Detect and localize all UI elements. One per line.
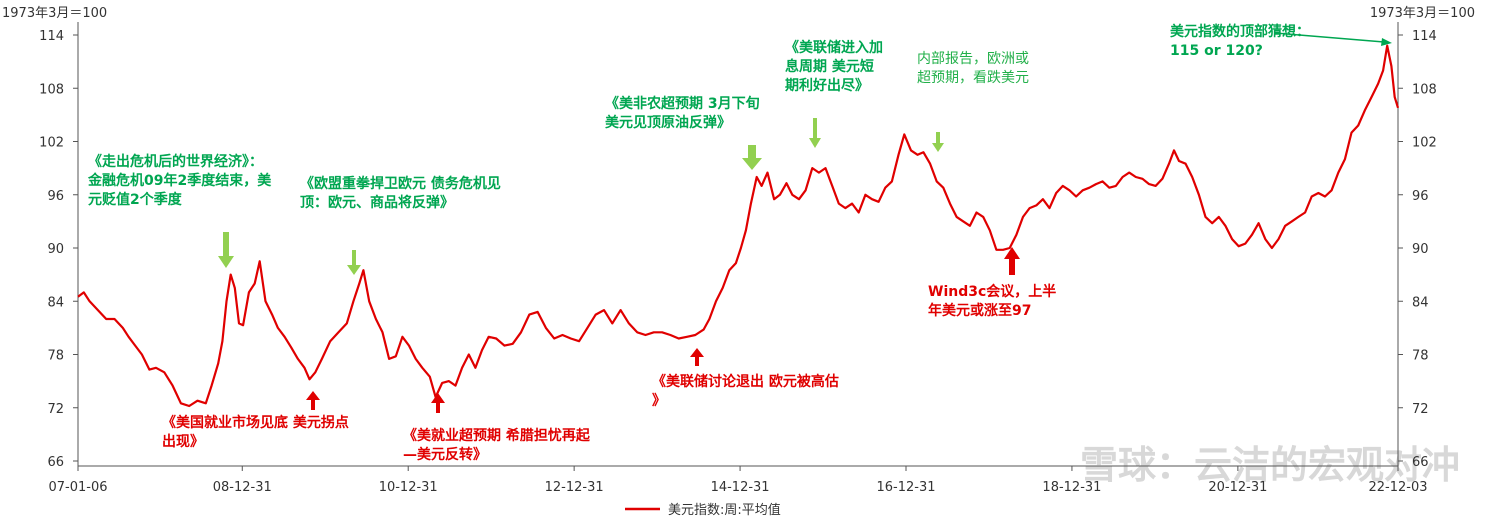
annotation-line: 期利好出尽》 (785, 77, 869, 94)
y-tick-label-right: 114 (1412, 29, 1437, 44)
x-tick-label: 22-12-03 (1368, 480, 1427, 495)
legend-label: 美元指数:周:平均值 (668, 502, 781, 518)
y-tick-label-left: 78 (47, 349, 64, 364)
watermark: 雪球：云洁的宏观对冲 (1080, 443, 1460, 487)
annotation-line: 息周期 美元短 (785, 58, 874, 75)
unit-right: 1973年3月＝100 (1370, 6, 1475, 21)
y-tick-label-left: 96 (47, 189, 64, 204)
annotation-line: 《美联储进入加 (785, 39, 883, 56)
y-tick-label-right: 72 (1412, 402, 1429, 417)
y-tick-label-left: 66 (47, 455, 64, 470)
annotation-line: 《欧盟重拳捍卫欧元 债务危机见 (300, 175, 501, 192)
x-tick-label: 07-01-06 (48, 480, 107, 495)
y-tick-label-left: 108 (39, 82, 64, 97)
annotation-line: 美元见顶原油反弹》 (605, 114, 731, 131)
x-tick-label: 08-12-31 (213, 480, 272, 495)
y-tick-label-left: 90 (47, 242, 64, 257)
annotation: 《美联储讨论退出 欧元被高估》 (652, 373, 839, 409)
y-tick-label-right: 90 (1412, 242, 1429, 257)
annotation-line: 元贬值2个季度 (88, 191, 183, 208)
annotation-line: 出现》 (162, 433, 204, 450)
x-tick-label: 18-12-31 (1042, 480, 1101, 495)
arrows (218, 32, 1392, 413)
y-tick-label-left: 114 (39, 29, 64, 44)
annotation-line: 《美非农超预期 3月下旬 (605, 95, 760, 112)
annotation-line: 115 or 120? (1170, 43, 1263, 59)
annotation-line: 《美国就业市场见底 美元拐点 (162, 414, 349, 431)
annotation-line: 《美就业超预期 希腊担忧再起 (403, 427, 591, 444)
y-tick-label-left: 84 (47, 295, 64, 310)
x-tick-label: 20-12-31 (1208, 480, 1267, 495)
y-tick-label-right: 96 (1412, 189, 1429, 204)
y-tick-label-left: 72 (47, 402, 64, 417)
annotation-line: Wind3c会议，上半 (928, 283, 1056, 300)
annotation-line: 美元指数的顶部猜想： (1170, 23, 1310, 40)
annotation-line: 内部报告，欧洲或 (917, 51, 1029, 67)
y-tick-label-left: 102 (39, 136, 64, 151)
y-tick-label-right: 108 (1412, 82, 1437, 97)
annotation-line: —美元反转》 (403, 446, 487, 463)
x-tick-label: 14-12-31 (711, 480, 770, 495)
x-tick-label: 16-12-31 (876, 480, 935, 495)
y-tick-label-right: 84 (1412, 295, 1429, 310)
y-tick-label-right: 78 (1412, 349, 1429, 364)
annotation-line: 年美元或涨至97 (928, 302, 1031, 319)
annotation-line: 超预期，看跌美元 (917, 70, 1029, 86)
annotation-line: 《走出危机后的世界经济》： (88, 153, 263, 170)
x-tick-label: 10-12-31 (379, 480, 438, 495)
annotation: 《美就业超预期 希腊担忧再起 —美元反转》 (403, 427, 591, 463)
x-tick-label: 12-12-31 (545, 480, 604, 495)
y-tick-label-right: 102 (1412, 136, 1437, 151)
annotation-line: 》 (652, 393, 666, 409)
line-series (77, 44, 1400, 408)
y-tick-label-right: 66 (1412, 455, 1429, 470)
annotation-line: 金融危机09年2季度结束，美 (87, 172, 272, 189)
unit-left: 1973年3月＝100 (2, 6, 107, 21)
annotation-line: 《美联储讨论退出 欧元被高估 (652, 373, 839, 390)
annotation: 美元指数的顶部猜想： 115 or 120? (1170, 23, 1310, 59)
annotation-line: 顶：欧元、商品将反弹》 (300, 194, 454, 211)
